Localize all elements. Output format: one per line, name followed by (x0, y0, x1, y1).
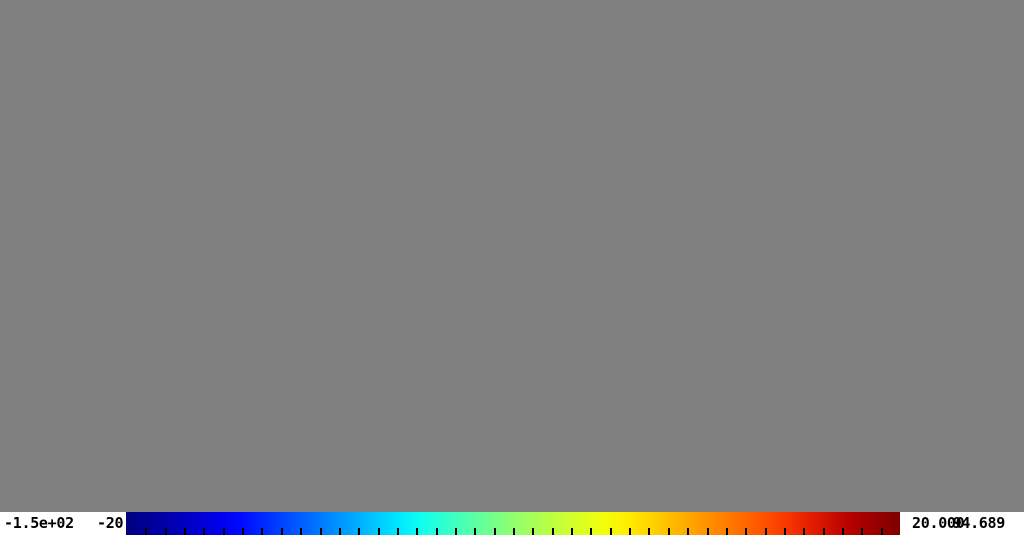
colorbar-tick (706, 528, 709, 535)
colorbar-gradient-bar[interactable] (126, 512, 900, 535)
colorbar-tick (513, 528, 515, 535)
colorbar-tick (338, 528, 341, 535)
colorbar-row: -1.5e+02 -20.000 20.000 94.689 (0, 512, 1024, 535)
colorbar-tick (590, 528, 593, 535)
colorbar-tick (687, 528, 690, 535)
colorbar-max-saturation-label: 20.000 (912, 514, 965, 532)
colorbar-tick (280, 528, 283, 535)
colorbar-tick (435, 528, 438, 535)
colorbar-tick (242, 528, 245, 535)
colorbar-tick (861, 528, 864, 535)
colorbar-tick (145, 528, 148, 535)
colorbar-tick (609, 528, 612, 535)
colorbar-tick (454, 528, 457, 535)
colorbar-tick (648, 528, 651, 535)
colorbar-tick (764, 528, 767, 535)
colorbar-tick (184, 528, 187, 535)
healpix-mollweide-map (0, 0, 1024, 508)
sky-map-area (0, 0, 1024, 508)
colorbar-tick (667, 528, 670, 535)
colorbar-tick (261, 528, 264, 535)
colorbar-tick (164, 528, 167, 535)
colorbar-min-absolute-label: -1.5e+02 (4, 514, 74, 532)
colorbar-tick (880, 528, 883, 535)
colorbar-tick (319, 528, 322, 535)
colorbar-tick (416, 528, 419, 535)
colorbar-tick (803, 528, 806, 535)
colorbar-tick (358, 528, 361, 535)
colorbar-tick (300, 528, 303, 535)
colorbar-tick (629, 528, 632, 535)
colorbar-tick-marks (126, 528, 900, 535)
colorbar-tick (841, 528, 844, 535)
colorbar-tick (493, 528, 496, 535)
colorbar-tick (551, 528, 554, 535)
colorbar-tick (725, 528, 728, 535)
colorbar-tick (396, 528, 399, 535)
colorbar-tick (745, 528, 748, 535)
colorbar-tick (532, 528, 535, 535)
colorbar-tick (571, 528, 574, 535)
colorbar-tick (222, 528, 225, 535)
colorbar-tick (377, 528, 380, 535)
colorbar-tick (474, 528, 477, 535)
colorbar-tick (822, 528, 825, 535)
colorbar-tick (203, 528, 206, 535)
colorbar-tick (783, 528, 786, 535)
colorbar-max-absolute-label: 94.689 (952, 514, 1006, 532)
